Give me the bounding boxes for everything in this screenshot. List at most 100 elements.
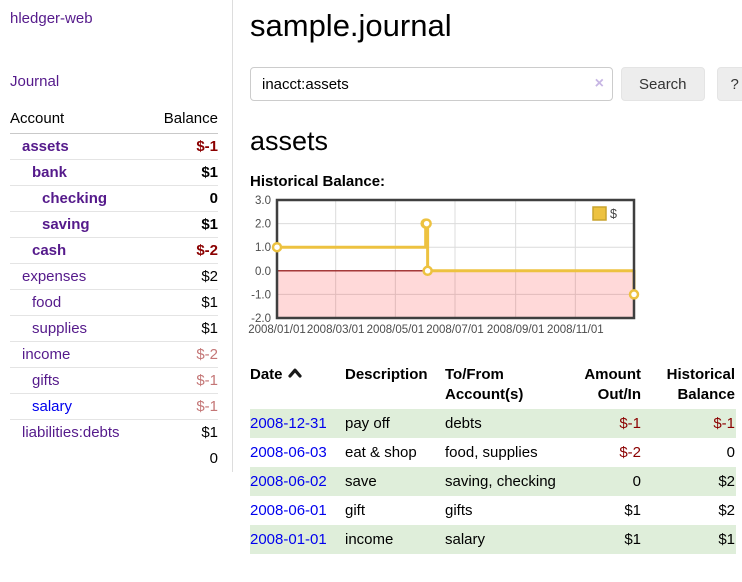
account-link[interactable]: cash xyxy=(32,242,67,259)
account-link[interactable]: liabilities:debts xyxy=(22,424,120,441)
chart-title: Historical Balance: xyxy=(250,173,386,190)
help-button[interactable]: ? xyxy=(716,67,742,101)
account-balance: $-1 xyxy=(149,393,218,420)
transaction-date-link[interactable]: 2008-06-02 xyxy=(250,473,327,490)
svg-text:2008/05/01: 2008/05/01 xyxy=(367,324,425,336)
account-balance: $-1 xyxy=(196,138,218,155)
account-balance: $1 xyxy=(149,159,218,186)
search-button[interactable]: Search xyxy=(621,67,705,101)
total-balance: 0 xyxy=(209,450,218,467)
account-balance: $1 xyxy=(149,315,218,342)
register-header-description: Description xyxy=(345,366,428,383)
page-title: sample.journal xyxy=(250,8,452,43)
page: hledger-web Journal Account Balance asse… xyxy=(0,0,742,554)
account-heading: assets xyxy=(250,126,329,156)
account-balance: $1 xyxy=(149,419,218,445)
search-input[interactable] xyxy=(250,67,613,101)
account-row: saving $1 xyxy=(10,211,218,238)
account-balance: 0 xyxy=(149,185,218,212)
account-row: food $1 xyxy=(10,289,218,316)
account-row: liabilities:debts $1 xyxy=(10,419,218,445)
svg-text:3.0: 3.0 xyxy=(255,195,271,207)
main-content: sample.journal × Search ? assets Histori… xyxy=(233,0,742,554)
account-column-header: Account xyxy=(10,107,150,134)
svg-text:2008/03/01: 2008/03/01 xyxy=(307,324,365,336)
account-link[interactable]: expenses xyxy=(22,268,87,285)
register-row: 2008-06-03 eat & shop food, supplies $-2… xyxy=(250,438,736,467)
clear-search-icon[interactable]: × xyxy=(594,75,604,92)
account-link[interactable]: saving xyxy=(42,216,90,233)
transaction-balance: $2 xyxy=(642,467,736,496)
account-row: bank $1 xyxy=(10,159,218,186)
account-balance: $-1 xyxy=(149,367,218,394)
svg-text:2008/07/01: 2008/07/01 xyxy=(426,324,484,336)
svg-text:-1.0: -1.0 xyxy=(251,289,271,301)
transaction-amount: 0 xyxy=(560,467,642,496)
register-row: 2008-12-31 pay off debts $-1 $-1 xyxy=(250,409,736,438)
account-row: assets $-1 xyxy=(10,134,218,160)
transaction-description: gift xyxy=(345,502,366,519)
register-header-date[interactable]: Date xyxy=(250,363,345,409)
account-link[interactable]: supplies xyxy=(32,320,88,337)
balance-column-header: Balance xyxy=(149,107,218,134)
transaction-accounts: gifts xyxy=(445,502,473,519)
account-balance: $-2 xyxy=(149,237,218,264)
account-link[interactable]: salary xyxy=(32,398,73,415)
search-form: × Search ? xyxy=(250,67,742,101)
register-header-historical: Historical Balance xyxy=(666,366,735,403)
account-balance-table: Account Balance assets $-1 bank $1 check… xyxy=(10,107,218,472)
transaction-accounts: food, supplies xyxy=(445,444,538,461)
account-row: checking 0 xyxy=(10,185,218,212)
transaction-description: pay off xyxy=(345,409,445,438)
account-link[interactable]: income xyxy=(22,346,71,363)
account-row: income $-2 xyxy=(10,341,218,368)
transaction-date-link[interactable]: 2008-06-01 xyxy=(250,502,327,519)
account-row: salary $-1 xyxy=(10,393,218,420)
transaction-accounts: saving, checking xyxy=(445,467,560,496)
transaction-amount: $-2 xyxy=(619,444,641,461)
brand-link[interactable]: hledger-web xyxy=(10,10,93,27)
historical-balance-chart: $3.0 2.0 1.0 0.0 -1.0 -2.0 2008/01/01 2008/03/0… xyxy=(248,195,742,340)
account-link[interactable]: bank xyxy=(32,164,68,181)
account-link[interactable]: assets xyxy=(22,138,69,155)
register-row: 2008-01-01 income salary $1 $1 xyxy=(250,525,736,554)
svg-text:2008/09/01: 2008/09/01 xyxy=(487,324,545,336)
transaction-balance: $2 xyxy=(718,502,735,519)
transaction-balance: $1 xyxy=(642,525,736,554)
transaction-description: eat & shop xyxy=(345,444,417,461)
register-table: Date Description To/From Account(s) Amount … xyxy=(250,363,736,554)
sort-ascending-icon xyxy=(287,368,302,378)
transaction-description: income xyxy=(345,525,445,554)
account-row: gifts $-1 xyxy=(10,367,218,394)
account-link[interactable]: gifts xyxy=(32,372,60,389)
svg-text:-2.0: -2.0 xyxy=(251,313,271,325)
transaction-amount: $1 xyxy=(624,502,641,519)
transaction-accounts: debts xyxy=(445,409,560,438)
account-row: expenses $2 xyxy=(10,263,218,290)
svg-text:2008/11/01: 2008/11/01 xyxy=(547,324,604,336)
sidebar: hledger-web Journal Account Balance asse… xyxy=(0,0,233,472)
account-balance: $1 xyxy=(149,289,218,316)
transaction-date-link[interactable]: 2008-06-03 xyxy=(250,444,327,461)
register-header-amount: Amount Out/In xyxy=(584,366,641,403)
total-row: 0 xyxy=(10,445,218,472)
register-header-to: To/From Account(s) xyxy=(445,366,524,403)
account-link[interactable]: food xyxy=(32,294,62,311)
svg-text:$: $ xyxy=(610,207,617,221)
account-balance: $1 xyxy=(149,211,218,238)
account-balance: $2 xyxy=(149,263,218,290)
transaction-date-link[interactable]: 2008-12-31 xyxy=(250,415,327,432)
register-row: 2008-06-02 save saving, checking 0 $2 xyxy=(250,467,736,496)
sidebar-item-journal[interactable]: Journal xyxy=(10,73,60,90)
account-balance: $-2 xyxy=(149,341,218,368)
svg-text:1.0: 1.0 xyxy=(255,242,271,254)
transaction-description: save xyxy=(345,467,445,496)
account-row: cash $-2 xyxy=(10,237,218,264)
transaction-amount: $1 xyxy=(560,525,642,554)
transaction-accounts: salary xyxy=(445,525,560,554)
account-link[interactable]: checking xyxy=(42,190,108,207)
transaction-amount: $-1 xyxy=(560,409,642,438)
transaction-date-link[interactable]: 2008-01-01 xyxy=(250,531,327,548)
register-row: 2008-06-01 gift gifts $1 $2 xyxy=(250,496,736,525)
